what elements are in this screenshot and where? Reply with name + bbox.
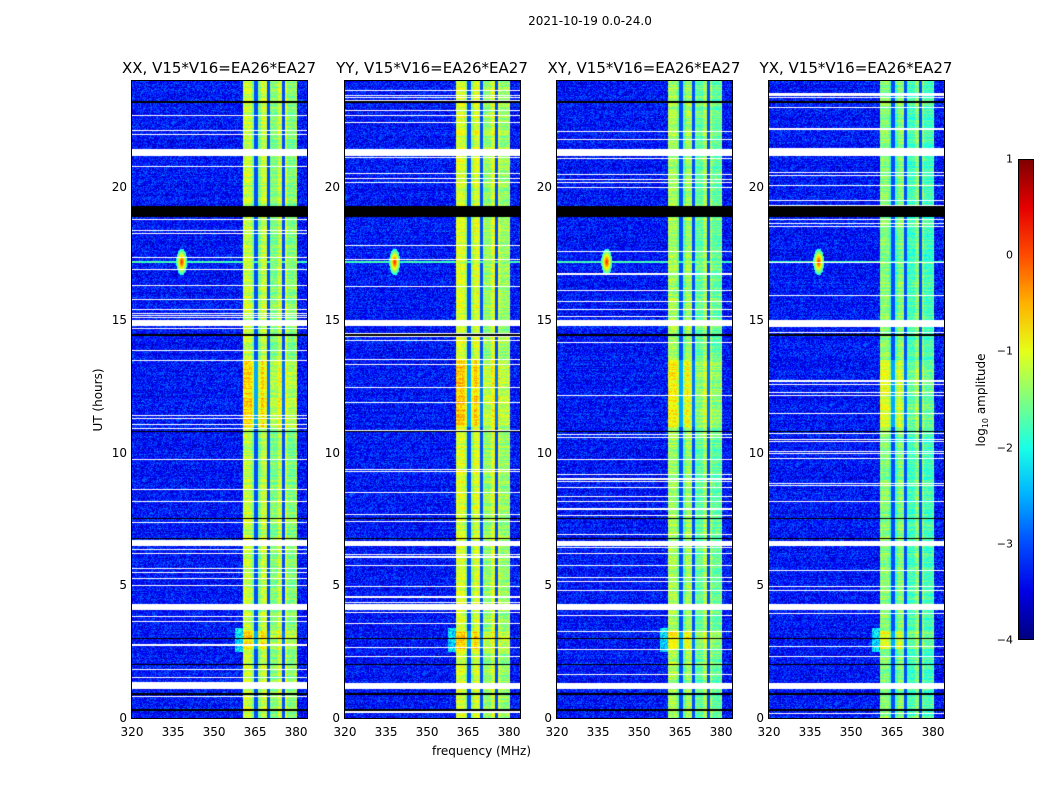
panel-title-3: YX, V15*V16=EA26*EA27: [759, 59, 953, 77]
colorbar-tick-label: −1: [996, 344, 1013, 358]
colorbar-label-rest: amplitude: [973, 353, 988, 418]
colorbar-tick-label: 0: [1006, 248, 1013, 262]
heatmap-image: [769, 81, 944, 718]
y-tick-label: 0: [332, 711, 340, 725]
heatmap-panel-3: [768, 80, 945, 719]
x-tick-label: 320: [757, 725, 781, 739]
y-tick-label: 5: [756, 578, 764, 593]
x-tick-label: 335: [161, 725, 185, 739]
y-tick-label: 15: [111, 312, 127, 327]
x-tick-label: 335: [374, 725, 398, 739]
colorbar: [1018, 159, 1034, 640]
colorbar-label-sub: 10: [981, 417, 991, 429]
y-tick-label: 10: [748, 445, 764, 460]
y-tick-label: 20: [111, 180, 127, 195]
x-tick-label: 365: [668, 725, 692, 739]
x-tick-label: 365: [456, 725, 480, 739]
x-tick-label: 350: [202, 725, 226, 739]
x-tick-label: 380: [921, 725, 945, 739]
x-tick-label: 350: [627, 725, 651, 739]
colorbar-tick-label: −3: [996, 537, 1013, 551]
colorbar-label-log: log: [973, 428, 988, 447]
y-tick-label: 15: [536, 312, 552, 327]
y-tick-label: 0: [119, 711, 127, 725]
heatmap-panel-0: [131, 80, 308, 719]
y-tick-label: 10: [536, 445, 552, 460]
y-tick-label: 20: [324, 180, 340, 195]
y-tick-label: 5: [332, 578, 340, 593]
x-tick-label: 320: [333, 725, 357, 739]
y-tick-label: 20: [748, 180, 764, 195]
y-tick-label: 15: [748, 312, 764, 327]
x-tick-label: 335: [586, 725, 610, 739]
y-tick-label: 10: [324, 445, 340, 460]
panel-title-2: XY, V15*V16=EA26*EA27: [547, 59, 741, 77]
x-tick-label: 320: [120, 725, 144, 739]
y-tick-label: 20: [536, 180, 552, 195]
x-tick-label: 380: [497, 725, 521, 739]
colorbar-tick-label: −4: [996, 633, 1013, 647]
x-tick-label: 320: [545, 725, 569, 739]
heatmap-image: [132, 81, 307, 718]
y-tick-label: 15: [324, 312, 340, 327]
x-tick-label: 380: [284, 725, 308, 739]
y-axis-label: UT (hours): [91, 368, 105, 432]
x-axis-label: frequency (MHz): [432, 744, 532, 758]
x-tick-label: 365: [880, 725, 904, 739]
panel-title-0: XX, V15*V16=EA26*EA27: [121, 59, 316, 77]
x-tick-label: 335: [798, 725, 822, 739]
heatmap-panel-2: [556, 80, 733, 719]
y-tick-label: 5: [119, 578, 127, 593]
x-tick-label: 380: [709, 725, 733, 739]
y-tick-label: 0: [544, 711, 552, 725]
x-tick-label: 365: [243, 725, 267, 739]
heatmap-image: [345, 81, 520, 718]
y-tick-label: 0: [756, 711, 764, 725]
figure-title: 2021-10-19 0.0-24.0: [528, 14, 652, 28]
y-tick-label: 5: [544, 578, 552, 593]
y-tick-label: 10: [111, 445, 127, 460]
colorbar-tick-label: 1: [1006, 152, 1013, 166]
heatmap-image: [557, 81, 732, 718]
x-tick-label: 350: [839, 725, 863, 739]
panel-title-1: YY, V15*V16=EA26*EA27: [336, 59, 528, 77]
colorbar-label: log10 amplitude: [974, 354, 990, 447]
x-tick-label: 350: [415, 725, 439, 739]
colorbar-tick-label: −2: [996, 441, 1013, 455]
heatmap-panel-1: [344, 80, 521, 719]
